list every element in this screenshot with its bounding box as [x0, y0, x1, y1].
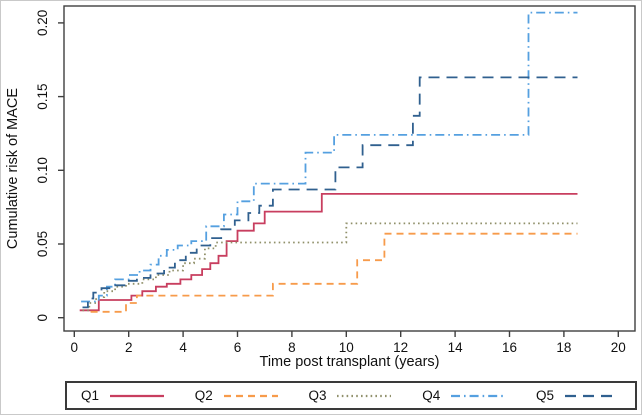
x-tick-label: 16: [502, 340, 517, 355]
x-tick-label: 20: [611, 340, 626, 355]
legend-line-q3: [337, 394, 392, 397]
x-tick-label: 4: [179, 340, 187, 355]
legend-label: Q1: [81, 387, 100, 403]
legend-item-q2: Q2: [195, 389, 280, 403]
series-line-q5: [82, 76, 578, 309]
legend-line-q4: [451, 394, 506, 397]
legend-line-q2: [223, 394, 278, 397]
legend-label: Q5: [535, 387, 554, 403]
mace-cif-chart: 0 2 4 6 8 10 12 14 16 18 20 0 0.05 0.10 0.15 0.20 Time p…: [5, 5, 636, 370]
legend-line-q1: [110, 394, 165, 397]
plot-frame: [63, 5, 636, 332]
x-tick-label: 10: [339, 340, 354, 355]
x-tick-label: 6: [234, 340, 242, 355]
series-line-q1: [79, 193, 578, 312]
legend: Q1 Q2 Q3 Q4 Q5: [65, 381, 637, 410]
x-tick-label: 18: [556, 340, 571, 355]
y-tick-label: 0.15: [35, 83, 50, 109]
legend-item-q3: Q3: [308, 389, 393, 403]
legend-label: Q3: [308, 387, 327, 403]
legend-item-q5: Q5: [536, 389, 621, 403]
series-line-q2: [90, 232, 578, 313]
series-line-q3: [82, 222, 578, 312]
legend-label: Q4: [422, 387, 441, 403]
legend-line-q5: [564, 394, 619, 397]
x-tick-label: 12: [393, 340, 408, 355]
y-tick-label: 0.20: [35, 10, 50, 36]
x-tick-label: 2: [125, 340, 133, 355]
y-tick-label: 0: [35, 314, 50, 322]
legend-label: Q2: [194, 387, 213, 403]
legend-item-q1: Q1: [81, 389, 166, 403]
x-tick-label: 14: [448, 340, 464, 355]
legend-item-q4: Q4: [422, 389, 507, 403]
y-tick-label: 0.10: [35, 157, 50, 183]
x-tick-label: 8: [288, 340, 296, 355]
series-line-q4: [81, 11, 578, 303]
y-tick-label: 0.05: [35, 231, 50, 257]
y-axis-title: Cumulative risk of MACE: [5, 88, 21, 249]
x-axis-title: Time post transplant (years): [260, 354, 440, 370]
x-tick-label: 0: [71, 340, 79, 355]
